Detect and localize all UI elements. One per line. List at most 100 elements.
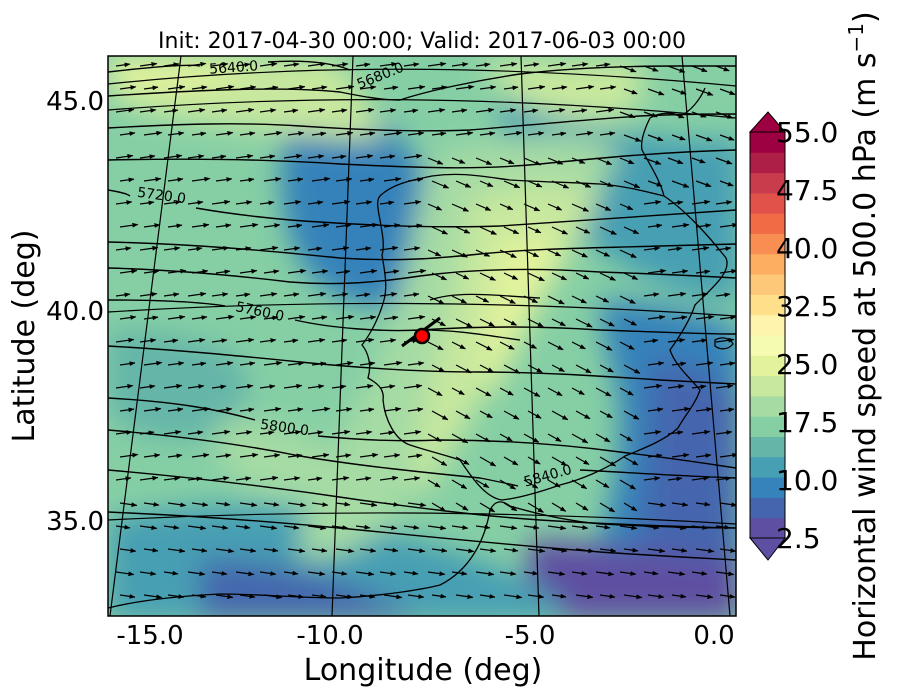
wind-vector-arrow (695, 314, 715, 320)
wind-vector-arrow (307, 571, 326, 577)
wind-vector-arrow (407, 177, 424, 183)
wind-vector-arrow (143, 269, 160, 275)
wind-vector-arrow (599, 502, 616, 513)
wind-vector-arrow (599, 456, 617, 467)
wind-vector-arrow (619, 341, 635, 350)
wind-vector-arrow (383, 360, 403, 366)
wind-vector-arrow (407, 361, 425, 366)
wind-vector-arrow (571, 387, 585, 396)
wind-vector-arrow (667, 571, 686, 577)
wind-vector-arrow (283, 524, 300, 530)
wind-vector-arrow (235, 430, 253, 435)
wind-vector-arrow (259, 430, 275, 436)
wind-vector-arrow (143, 547, 159, 553)
wind-vector-arrow (307, 525, 327, 531)
wind-vector-arrow (211, 570, 228, 576)
wind-vector-arrow (263, 453, 281, 458)
wind-vector-arrow (163, 108, 179, 114)
wind-vector-arrow (499, 157, 515, 165)
wind-vector-arrow (263, 85, 279, 91)
wind-vector-arrow (115, 153, 134, 159)
north-africa-coastline (108, 501, 736, 609)
wind-vector-arrow (167, 594, 185, 599)
wind-vector-arrow (479, 180, 494, 188)
wind-vector-arrow (643, 476, 661, 481)
wind-vector-arrow (379, 338, 397, 343)
wind-vector-arrow (451, 433, 469, 444)
colorbar-tick-label: 32.5 (776, 290, 838, 323)
wind-vector-arrow (311, 131, 327, 137)
wind-vector-arrow (259, 61, 278, 67)
wind-vector-arrow (311, 406, 331, 412)
wind-vector-arrow (451, 295, 467, 304)
wind-vector-arrow (643, 199, 662, 205)
wind-vector-arrow (383, 130, 403, 136)
wind-vector-arrow (523, 157, 542, 166)
wind-vector-arrow (287, 407, 304, 413)
wind-vector-arrow (695, 360, 714, 366)
wind-vector-arrow (619, 571, 637, 576)
wind-vector-arrow (503, 410, 520, 420)
wind-vector-arrow (599, 272, 616, 281)
colorbar: 55.0 47.5 40.0 32.5 25.0 17.5 10.0 2.5 Horizont… (748, 11, 883, 661)
wind-vector-arrow (695, 88, 714, 96)
wind-vector-arrow (715, 246, 732, 252)
wind-vector-arrow (115, 107, 135, 113)
wind-vector-arrow (359, 315, 377, 320)
colorbar-tick-label: 40.0 (776, 232, 838, 265)
wind-vector-arrow (547, 479, 561, 488)
wind-vector-arrow (139, 525, 158, 531)
wind-vector-arrow (191, 85, 208, 91)
wind-vector-arrow (355, 337, 375, 343)
wind-vector-arrow (115, 200, 133, 205)
wind-vector-arrow (719, 407, 735, 413)
colorbar-band (750, 416, 785, 437)
wind-vector-arrow (527, 84, 546, 90)
wind-vector-arrow (667, 157, 684, 165)
wind-vector-arrow (359, 361, 376, 367)
wind-vector-arrow (407, 131, 425, 136)
wind-vector-arrow (671, 593, 687, 599)
wind-vector-arrow (719, 361, 736, 367)
wind-vector-arrow (451, 341, 466, 350)
wind-vector-arrow (379, 154, 396, 160)
wind-vector-arrow (599, 85, 617, 90)
colorbar-label: Horizontal wind speed at 500.0 hPa (m s−… (844, 11, 883, 660)
wind-vector-arrow (523, 108, 539, 114)
wind-vector-arrow (287, 548, 306, 554)
wind-vector-arrow (571, 341, 586, 350)
wind-vector-arrow (475, 341, 493, 351)
wind-vector-arrow (259, 384, 276, 390)
balearic-islands (714, 337, 734, 350)
wind-vector-arrow (235, 476, 252, 482)
wind-vector-arrow (551, 131, 567, 137)
wind-vector-arrow (571, 295, 587, 304)
wind-vector-arrow (407, 223, 423, 229)
wind-vector-arrow (379, 108, 397, 113)
colorbar-band (750, 375, 785, 397)
wind-vector-arrow (359, 452, 379, 458)
wind-vector-arrow (211, 292, 229, 297)
contour-label-5720: 5720.0 (136, 185, 187, 208)
wind-vector-arrow (643, 338, 659, 344)
wind-vector-arrow (691, 429, 711, 435)
wind-vector-arrow (643, 65, 659, 72)
wind-vector-arrow (695, 134, 713, 142)
wind-vector-arrow (475, 433, 491, 443)
wind-vector-arrow (619, 525, 638, 531)
wind-vector-arrow (239, 502, 258, 508)
coastlines (108, 87, 736, 609)
wind-vector-arrow (547, 341, 564, 351)
wind-vector-arrow (163, 62, 180, 68)
wind-vector-arrow (475, 571, 495, 577)
wind-vector-arrow (403, 199, 422, 205)
wind-vector-arrow (191, 176, 211, 182)
wind-vector-arrow (571, 249, 588, 258)
wind-vector-arrow (691, 111, 707, 118)
wind-vector-arrow (311, 593, 327, 599)
wind-vector-arrow (311, 315, 328, 321)
wind-vector-arrow (715, 383, 734, 389)
wind-vector-arrow (115, 571, 135, 577)
wind-vector-arrow (551, 226, 569, 235)
wind-vector-arrow (527, 548, 546, 554)
